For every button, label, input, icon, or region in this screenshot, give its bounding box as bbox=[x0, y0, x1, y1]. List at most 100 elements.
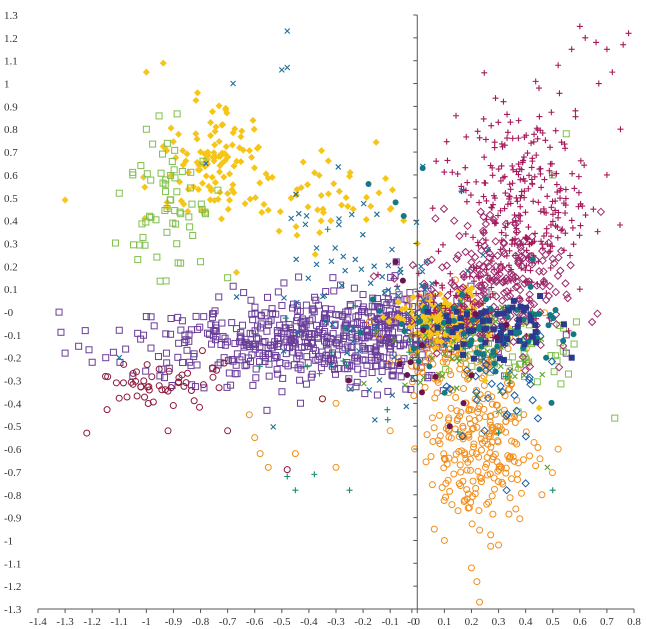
data-point bbox=[168, 157, 176, 165]
data-point bbox=[470, 440, 478, 448]
data-point bbox=[173, 188, 181, 196]
data-point bbox=[511, 438, 519, 446]
data-point bbox=[375, 189, 383, 197]
data-point bbox=[187, 168, 195, 176]
data-point bbox=[559, 347, 567, 355]
data-point bbox=[249, 381, 257, 389]
data-point bbox=[459, 385, 467, 393]
data-point bbox=[214, 186, 222, 194]
data-point bbox=[301, 338, 309, 346]
data-point bbox=[199, 381, 207, 389]
data-point bbox=[188, 200, 196, 208]
data-point bbox=[495, 463, 503, 471]
data-point bbox=[407, 317, 416, 326]
data-point bbox=[192, 130, 200, 138]
data-point bbox=[557, 380, 565, 388]
data-point bbox=[534, 135, 541, 142]
data-point bbox=[429, 437, 437, 445]
data-point bbox=[150, 322, 158, 330]
data-point bbox=[502, 232, 509, 239]
data-point bbox=[445, 367, 453, 375]
data-point bbox=[475, 325, 482, 332]
data-point bbox=[554, 445, 562, 453]
data-point bbox=[408, 378, 416, 386]
data-point bbox=[476, 526, 484, 534]
data-point bbox=[357, 319, 365, 327]
data-point bbox=[595, 80, 602, 87]
data-point bbox=[498, 162, 505, 169]
data-point bbox=[502, 469, 510, 477]
data-point bbox=[464, 179, 471, 186]
data-point bbox=[424, 308, 431, 315]
data-point bbox=[328, 258, 335, 265]
data-point bbox=[136, 241, 144, 249]
data-point bbox=[467, 265, 476, 274]
data-point bbox=[224, 427, 232, 435]
data-point bbox=[562, 195, 569, 202]
data-point bbox=[487, 162, 494, 169]
data-point bbox=[462, 187, 469, 194]
data-point bbox=[261, 350, 269, 358]
data-point bbox=[535, 199, 542, 206]
data-point bbox=[441, 331, 449, 339]
x-tick-label: -0.3 bbox=[327, 616, 345, 628]
data-point bbox=[308, 306, 316, 314]
data-point bbox=[149, 140, 157, 148]
data-point bbox=[439, 241, 446, 248]
data-point bbox=[229, 357, 237, 365]
data-point bbox=[483, 393, 493, 403]
x-tick-label: 0.4 bbox=[519, 616, 533, 628]
data-point bbox=[228, 141, 236, 149]
data-point bbox=[504, 129, 511, 136]
data-point bbox=[424, 313, 432, 321]
data-point bbox=[177, 326, 185, 334]
data-point bbox=[465, 328, 472, 335]
data-point bbox=[381, 290, 388, 296]
data-point bbox=[553, 181, 560, 188]
data-point bbox=[222, 143, 230, 151]
data-point bbox=[478, 310, 485, 317]
data-point bbox=[490, 201, 497, 208]
data-point bbox=[470, 297, 480, 307]
data-point bbox=[482, 296, 489, 303]
data-point bbox=[550, 368, 558, 376]
data-point bbox=[513, 330, 520, 337]
data-point bbox=[313, 261, 320, 268]
data-point bbox=[381, 336, 389, 344]
data-point bbox=[515, 135, 522, 142]
data-point bbox=[562, 230, 569, 237]
data-point bbox=[434, 330, 442, 338]
x-tick-label: -0.2 bbox=[354, 616, 371, 628]
data-point bbox=[483, 500, 491, 508]
data-point bbox=[491, 144, 498, 151]
data-point bbox=[566, 261, 575, 270]
data-point bbox=[547, 160, 554, 167]
data-point bbox=[418, 351, 426, 359]
data-point bbox=[512, 505, 520, 513]
x-tick-label: -1 bbox=[142, 616, 151, 628]
data-point bbox=[488, 393, 496, 401]
data-point bbox=[467, 498, 475, 506]
data-point bbox=[308, 315, 316, 323]
data-point bbox=[552, 127, 559, 134]
data-point bbox=[432, 349, 442, 358]
data-point bbox=[163, 359, 171, 367]
data-point bbox=[519, 456, 527, 464]
data-point bbox=[379, 360, 387, 368]
data-point bbox=[548, 399, 555, 406]
data-point bbox=[468, 448, 476, 456]
data-point bbox=[183, 346, 191, 354]
data-point bbox=[261, 309, 269, 317]
data-point bbox=[403, 403, 410, 410]
data-point bbox=[142, 367, 150, 375]
data-point bbox=[459, 477, 467, 485]
data-point bbox=[494, 467, 502, 475]
data-point bbox=[467, 466, 475, 474]
data-point bbox=[251, 303, 259, 311]
data-point bbox=[322, 318, 329, 325]
data-point bbox=[472, 311, 479, 318]
data-point bbox=[343, 349, 350, 356]
data-point bbox=[533, 414, 543, 423]
data-point bbox=[455, 448, 463, 456]
data-point bbox=[240, 289, 248, 297]
